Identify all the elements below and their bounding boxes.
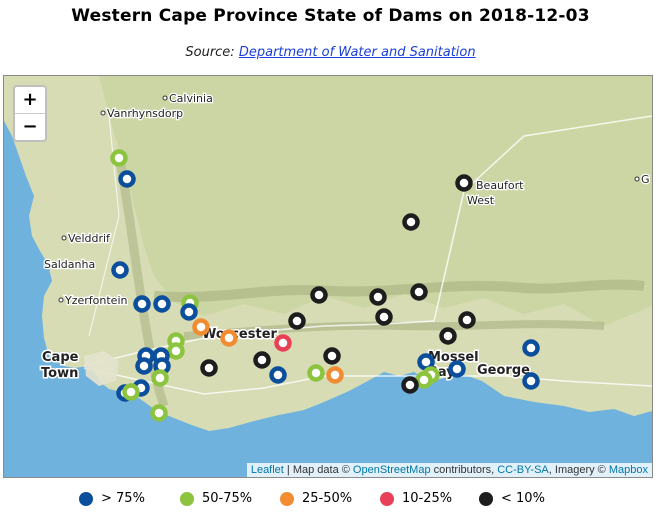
dam-marker-gt75[interactable] (118, 170, 136, 188)
dam-marker-gt75[interactable] (522, 372, 540, 390)
map-title: Western Cape Province State of Dams on 2… (71, 6, 590, 26)
dam-marker-c50_75[interactable] (122, 383, 140, 401)
dam-marker-lt10[interactable] (410, 283, 428, 301)
dam-marker-lt10[interactable] (288, 312, 306, 330)
zoom-in-button[interactable]: + (15, 87, 45, 114)
dam-marker-c50_75[interactable] (110, 149, 128, 167)
zoom-out-button[interactable]: − (22, 116, 38, 137)
dam-marker-lt10[interactable] (455, 174, 473, 192)
legend-swatch (280, 491, 294, 506)
attribution-text: contributors, (430, 464, 498, 476)
dam-marker-c50_75[interactable] (167, 342, 185, 360)
town-dot (634, 176, 640, 182)
dam-marker-lt10[interactable] (310, 286, 328, 304)
legend-label: 50-75% (202, 491, 253, 506)
legend-item-10-25: 10-25% (380, 491, 452, 506)
dam-marker-c10_25[interactable] (274, 334, 292, 352)
source-line: Source: Department of Water and Sanitati… (0, 45, 661, 60)
dam-marker-lt10[interactable] (402, 213, 420, 231)
map-attribution: Leaflet | Map data © OpenStreetMap contr… (246, 463, 652, 477)
place-label: G (641, 173, 650, 186)
mountain-ridge (183, 320, 605, 340)
mapbox-link[interactable]: Mapbox (608, 464, 648, 476)
dam-marker-gt75[interactable] (135, 357, 153, 375)
place-label: West (467, 194, 495, 207)
place-label: Yzerfontein (64, 294, 127, 307)
dam-marker-c50_75[interactable] (151, 369, 169, 387)
cape-town-urban (84, 351, 119, 386)
dam-marker-c25_50[interactable] (326, 366, 344, 384)
dam-marker-lt10[interactable] (200, 359, 218, 377)
legend-label: 10-25% (402, 491, 453, 506)
dam-markers[interactable] (110, 149, 540, 422)
dam-marker-lt10[interactable] (401, 376, 419, 394)
dam-marker-gt75[interactable] (269, 366, 287, 384)
legend-swatch (380, 491, 394, 506)
legend-swatch (79, 491, 93, 506)
dam-marker-lt10[interactable] (323, 347, 341, 365)
dam-marker-lt10[interactable] (458, 311, 476, 329)
place-label: Vanrhynsdorp (107, 107, 183, 120)
town-dot (61, 235, 67, 241)
dam-marker-gt75[interactable] (448, 360, 466, 378)
place-label: Worcester (202, 327, 278, 342)
dam-marker-c50_75[interactable] (150, 404, 168, 422)
dam-marker-c25_50[interactable] (220, 329, 238, 347)
attribution-text: | Map data © (283, 464, 353, 476)
legend-item-25-50: 25-50% (280, 491, 352, 506)
place-label: Mossel (428, 350, 479, 365)
legend-item-gt75: > 75% (79, 491, 145, 506)
legend-label: > 75% (101, 491, 145, 506)
place-label: Saldanha (44, 258, 95, 271)
zoom-control: + − (13, 85, 47, 142)
legend-swatch (180, 491, 194, 506)
place-label: Cape (42, 350, 79, 365)
place-label: Town (41, 366, 78, 381)
legend-label: 25-50% (302, 491, 353, 506)
town-dot (58, 297, 64, 303)
dam-marker-c25_50[interactable] (192, 318, 210, 336)
dam-marker-gt75[interactable] (153, 295, 171, 313)
dam-marker-lt10[interactable] (369, 288, 387, 306)
dam-marker-lt10[interactable] (375, 308, 393, 326)
source-prefix: Source: (185, 45, 235, 60)
legend: > 75% 50-75% 25-50% 10-25% < 10% (0, 491, 661, 511)
attribution-text: , Imagery © (548, 464, 609, 476)
map-panel[interactable]: Calvinia Vanrhynsdorp Beaufort West Velddrif… (3, 75, 653, 478)
osm-link[interactable]: OpenStreetMap (352, 464, 431, 476)
town-dot (100, 110, 106, 116)
dam-marker-lt10[interactable] (439, 327, 457, 345)
dam-marker-gt75[interactable] (522, 339, 540, 357)
place-label: George (477, 363, 530, 378)
legend-item-50-75: 50-75% (180, 491, 252, 506)
license-link[interactable]: CC-BY-SA (497, 464, 549, 476)
town-dot (162, 95, 168, 101)
legend-item-lt10: < 10% (479, 491, 545, 506)
dam-marker-gt75[interactable] (133, 295, 151, 313)
source-link[interactable]: Department of Water and Sanitation (238, 45, 476, 60)
inland-highland (99, 76, 652, 326)
leaflet-link[interactable]: Leaflet (250, 464, 284, 476)
dam-marker-c50_75[interactable] (307, 364, 325, 382)
dam-marker-c50_75[interactable] (415, 371, 433, 389)
place-label: Calvinia (169, 92, 213, 105)
legend-swatch (479, 491, 493, 506)
place-label: Velddrif (68, 232, 111, 245)
dam-marker-gt75[interactable] (180, 303, 198, 321)
legend-label: < 10% (501, 491, 545, 506)
dam-marker-gt75[interactable] (111, 261, 129, 279)
map-canvas[interactable]: Calvinia Vanrhynsdorp Beaufort West Velddrif… (4, 76, 652, 477)
place-label: Beaufort (476, 179, 524, 192)
dam-marker-lt10[interactable] (253, 351, 271, 369)
road (88, 115, 120, 337)
